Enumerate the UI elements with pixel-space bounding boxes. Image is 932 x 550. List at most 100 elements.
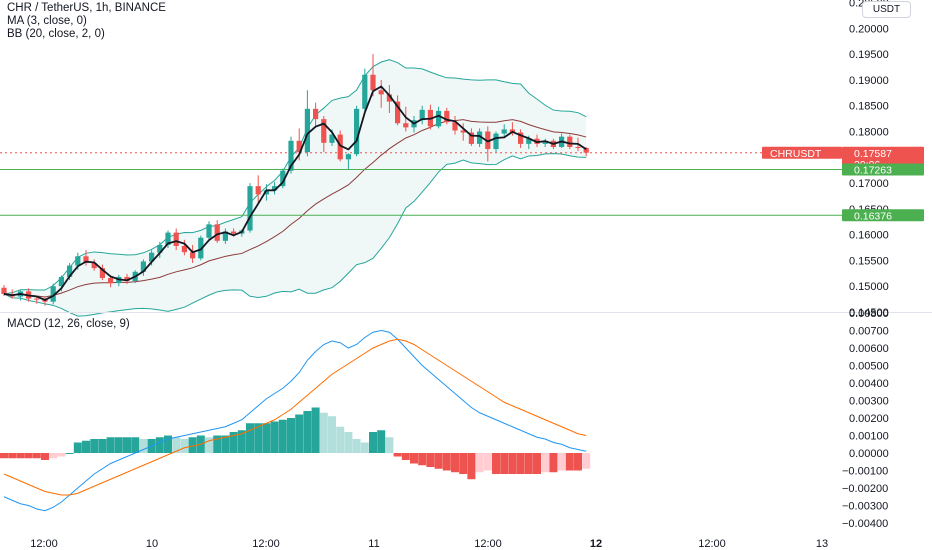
support-tag-label-2: 0.16376 [854,210,892,222]
candle-body [50,286,56,302]
macd-tick-label: −0.00400 [842,518,888,530]
macd-histogram-bar [32,453,41,459]
candle [263,184,269,201]
candle-body [67,265,73,277]
macd-histogram-bar [557,453,566,471]
macd-tick-label: −0.00200 [842,483,888,495]
macd-histogram-bar [393,453,402,457]
candle [370,54,376,97]
macd-histogram-bar [131,437,140,453]
ma-legend[interactable]: MA (3, close, 0) [7,15,87,27]
macd-legend[interactable]: MACD (12, 26, close, 9) [7,318,130,330]
candle [222,228,228,244]
symbol-tag [762,146,842,159]
candle [321,116,327,153]
macd-histogram-bar [262,423,271,453]
candle-body [198,237,204,259]
candle [214,220,220,243]
candle-body [181,245,187,253]
macd-histogram-bar [221,435,230,453]
macd-histogram-bar [336,426,345,453]
macd-histogram-bar [516,453,525,474]
candle-body [493,133,499,150]
candle-body [75,256,81,266]
macd-histogram-bar [434,453,443,469]
candle-body [157,244,163,253]
candle-body [58,276,64,287]
time-tick-label: 12:00 [474,538,502,550]
bb-lower-line [3,153,587,317]
macd-histogram-bar [442,453,451,471]
candle [477,128,483,147]
candle-body [477,131,483,144]
candle-body [518,132,524,144]
macd-histogram-bar [0,453,8,459]
macd-histogram-bar [254,423,263,453]
macd-histogram-bar [229,432,238,453]
candle-body [83,256,89,264]
macd-histogram-bar [41,453,49,460]
candle [460,123,466,141]
bb-legend[interactable]: BB (20, close, 2, 0) [7,28,105,40]
macd-pane [0,329,591,512]
candle [403,106,409,132]
candle-body [444,110,450,123]
macd-histogram-bar [139,439,148,453]
macd-histogram-bar [508,453,517,474]
macd-histogram-bar [451,453,459,473]
candle-body [222,231,228,241]
candle-body [288,140,294,171]
macd-axis[interactable]: 0.00800 0.00700 0.00600 0.00500 0.00400 0.003… [842,308,889,530]
candle-body [173,232,179,246]
candle [501,124,507,138]
macd-tick-label: 0.00000 [849,448,889,460]
macd-histogram-bar [483,453,492,471]
macd-histogram-bar [98,439,107,453]
support-tag-label-1: 0.17263 [854,165,892,177]
time-axis[interactable]: 12:00 10 12:00 11 12:00 12 12:00 13 [30,538,828,550]
macd-histogram-bar [57,453,66,457]
candle-body [91,263,97,269]
candle-body [337,134,343,160]
macd-histogram-bar [410,453,418,464]
price-tick-label: 0.15500 [849,255,889,267]
macd-histogram-bar [459,453,468,474]
horizontal-lines [0,152,842,216]
candle [206,221,212,241]
macd-histogram-bar [164,435,172,453]
candle-body [206,224,212,238]
macd-tick-label: 0.00500 [849,361,889,373]
macd-histogram-bar [65,453,74,454]
macd-tick-label: 0.00100 [849,431,889,443]
moving-average-line [3,85,587,301]
candle-body [190,252,196,259]
macd-histogram-bar [352,439,361,453]
macd-histogram-bar [533,453,541,474]
candle [272,182,278,195]
macd-histogram-bar [475,453,484,473]
macd-histogram-bar [278,419,287,453]
price-tick-label: 0.17000 [849,178,889,190]
price-tick-label: 0.19500 [849,49,889,61]
candle [140,259,146,276]
candle [362,68,368,112]
candle [436,106,442,129]
macd-histogram-bar [205,437,213,453]
symbol-title[interactable]: CHR / TetherUS, 1h, BINANCE [7,2,166,14]
candle-body [321,119,327,143]
candle-body [583,148,589,153]
macd-tick-label: −0.00100 [842,466,888,478]
candle [345,153,351,170]
macd-histogram-bar [123,437,131,453]
candle [444,107,450,125]
macd-histogram-bar [377,430,386,453]
currency-button[interactable]: USDT [862,1,911,18]
macd-histogram-bar [303,411,312,453]
time-tick-label: 12:00 [30,538,58,550]
macd-histogram-bar [16,453,25,459]
macd-histogram-bar [319,412,328,453]
time-tick-label: 12 [590,538,602,550]
candle [378,79,384,108]
